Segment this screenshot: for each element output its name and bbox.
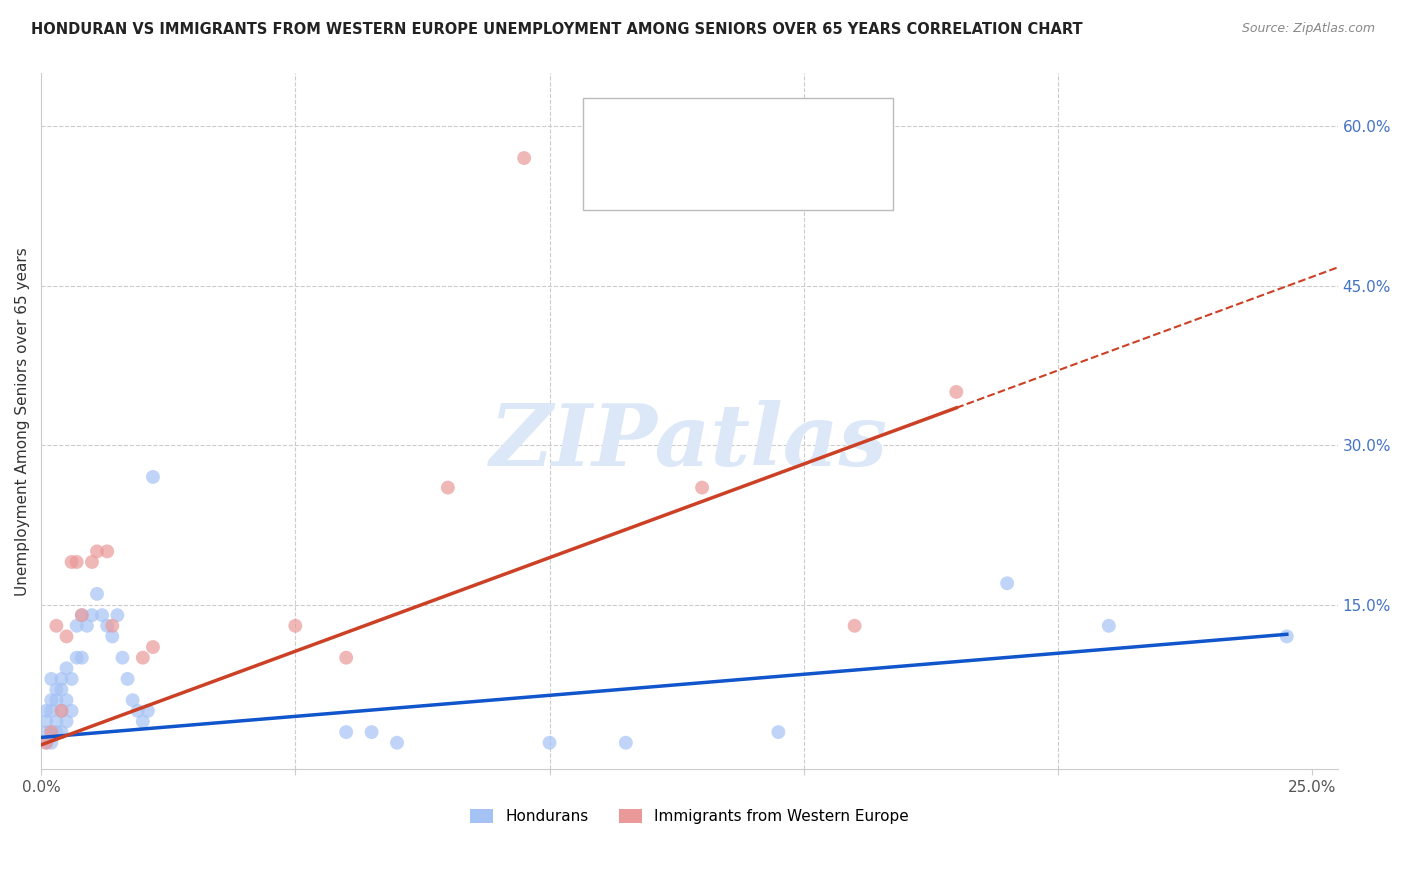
Point: [945, 384, 967, 399]
Point: [45, 693, 67, 707]
Point: [335, 650, 357, 665]
Point: [538, 736, 561, 750]
Point: [66, 555, 89, 569]
Point: [690, 481, 713, 495]
Text: ZIPatlas: ZIPatlas: [491, 401, 889, 483]
Legend: Hondurans, Immigrants from Western Europe: Hondurans, Immigrants from Western Europ…: [470, 809, 908, 824]
Point: [51, 682, 73, 697]
Point: [105, 608, 128, 623]
Text: N = 49: N = 49: [737, 122, 799, 140]
Point: [51, 725, 73, 739]
Point: [86, 587, 108, 601]
Point: [39, 693, 62, 707]
Text: Source: ZipAtlas.com: Source: ZipAtlas.com: [1241, 22, 1375, 36]
Point: [284, 619, 307, 633]
Point: [360, 725, 382, 739]
Point: [51, 672, 73, 686]
Point: [844, 619, 866, 633]
Point: [96, 619, 118, 633]
Point: [66, 619, 89, 633]
Point: [117, 672, 139, 686]
Point: [1275, 629, 1298, 643]
Point: [1098, 619, 1121, 633]
Point: [335, 725, 357, 739]
Point: [91, 608, 114, 623]
Point: [437, 481, 460, 495]
Point: [35, 704, 58, 718]
Point: [614, 736, 637, 750]
Point: [127, 704, 149, 718]
Point: [132, 714, 155, 729]
Point: [70, 608, 93, 623]
Point: [45, 725, 67, 739]
Point: [35, 714, 58, 729]
Point: [39, 725, 62, 739]
Point: [39, 672, 62, 686]
Point: [142, 470, 165, 484]
Point: [86, 544, 108, 558]
Point: [45, 619, 67, 633]
Point: [66, 650, 89, 665]
Point: [39, 704, 62, 718]
Point: [60, 555, 83, 569]
Point: [80, 608, 103, 623]
Point: [55, 693, 77, 707]
Point: [55, 714, 77, 729]
Point: [55, 661, 77, 675]
Point: [35, 725, 58, 739]
Text: R = 0.230: R = 0.230: [638, 122, 721, 140]
Point: [768, 725, 790, 739]
Point: [51, 704, 73, 718]
Point: [101, 619, 124, 633]
Text: N = 21: N = 21: [737, 170, 799, 188]
Point: [995, 576, 1018, 591]
Point: [121, 693, 143, 707]
Point: [45, 714, 67, 729]
Point: [70, 608, 93, 623]
Point: [142, 640, 165, 654]
Point: [39, 725, 62, 739]
Point: [45, 682, 67, 697]
Point: [132, 650, 155, 665]
Point: [70, 650, 93, 665]
Y-axis label: Unemployment Among Seniors over 65 years: Unemployment Among Seniors over 65 years: [15, 247, 30, 596]
Point: [101, 629, 124, 643]
Point: [76, 619, 98, 633]
Point: [35, 736, 58, 750]
Point: [60, 704, 83, 718]
Point: [39, 736, 62, 750]
Point: [51, 704, 73, 718]
Point: [35, 736, 58, 750]
Point: [111, 650, 134, 665]
Point: [80, 555, 103, 569]
Text: HONDURAN VS IMMIGRANTS FROM WESTERN EUROPE UNEMPLOYMENT AMONG SENIORS OVER 65 YE: HONDURAN VS IMMIGRANTS FROM WESTERN EURO…: [31, 22, 1083, 37]
Point: [136, 704, 159, 718]
Text: R = 0.532: R = 0.532: [638, 170, 721, 188]
Point: [60, 672, 83, 686]
Point: [385, 736, 408, 750]
Point: [96, 544, 118, 558]
Point: [55, 629, 77, 643]
Point: [513, 151, 536, 165]
